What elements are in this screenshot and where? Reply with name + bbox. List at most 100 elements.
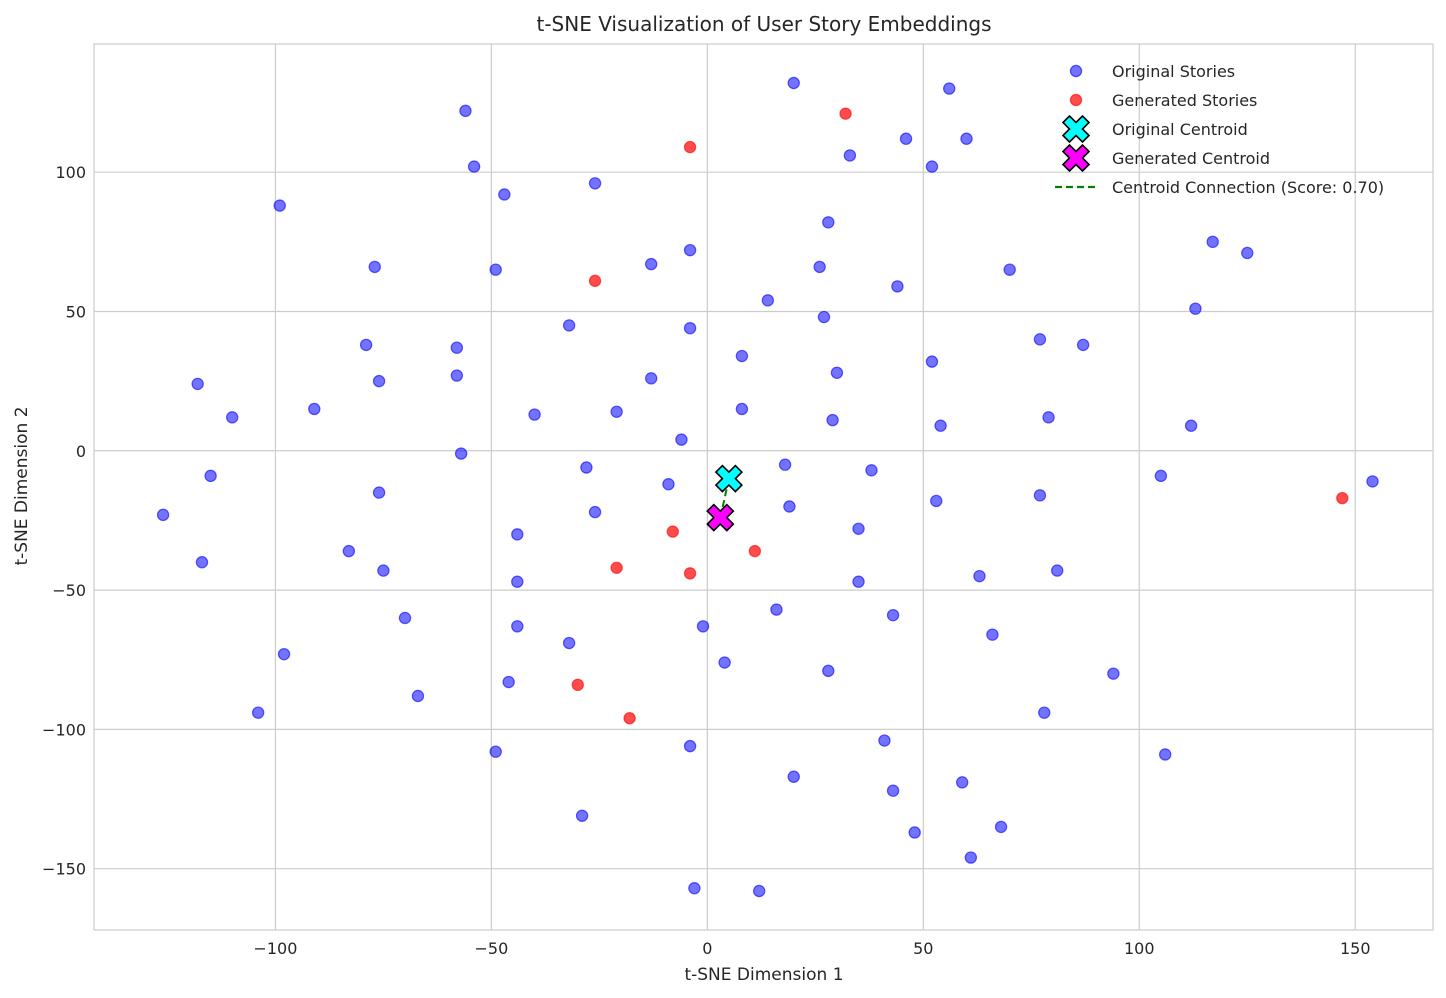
generated-story-point <box>748 544 762 558</box>
y-tick-label: −50 <box>52 581 86 600</box>
original-story-point <box>489 263 502 276</box>
original-story-point <box>575 809 589 822</box>
original-story-point <box>411 689 425 703</box>
generated-story-point <box>683 140 697 154</box>
original-story-point <box>372 486 386 499</box>
legend-marker <box>1069 64 1083 78</box>
original-story-point <box>191 377 204 391</box>
original-story-point <box>822 664 835 678</box>
original-story-point <box>973 569 986 583</box>
generated-story-point <box>1336 491 1349 505</box>
legend-marker <box>1069 93 1083 107</box>
original-story-point <box>1033 333 1047 346</box>
original-story-point <box>752 884 766 898</box>
x-tick-label: 100 <box>1124 939 1155 958</box>
original-story-point <box>1366 475 1379 488</box>
original-story-point <box>1158 748 1172 761</box>
original-story-point <box>822 216 835 229</box>
original-story-point <box>843 149 857 162</box>
original-story-point <box>830 366 844 379</box>
original-story-point <box>787 770 800 783</box>
original-story-point <box>735 402 749 416</box>
original-story-point <box>891 280 904 293</box>
original-story-point <box>528 408 541 421</box>
data-points <box>156 76 1379 898</box>
generated-story-point <box>610 561 623 574</box>
original-story-point <box>886 784 900 797</box>
original-story-point <box>925 355 939 368</box>
original-story-point <box>562 319 576 332</box>
original-story-point <box>852 522 865 535</box>
original-story-point <box>226 411 239 424</box>
generated-story-point <box>588 274 602 288</box>
original-story-point <box>899 132 913 145</box>
original-story-point <box>251 706 265 719</box>
original-story-point <box>1051 564 1064 577</box>
original-story-point <box>377 564 390 577</box>
y-tick-label: 0 <box>76 442 86 461</box>
original-story-point <box>908 826 921 839</box>
original-story-point <box>502 675 515 689</box>
original-story-point <box>1184 419 1198 432</box>
original-story-point <box>156 508 170 522</box>
x-tick-labels: −100 −50 0 50 100 150 <box>253 939 1370 958</box>
original-story-point <box>688 882 701 895</box>
original-story-point <box>610 405 623 418</box>
generated-story-point <box>666 525 679 538</box>
original-centroid-marker <box>714 464 744 493</box>
original-story-point <box>994 820 1008 834</box>
original-story-point <box>580 461 593 474</box>
original-story-point <box>675 433 688 446</box>
original-story-point <box>372 374 386 388</box>
original-story-point <box>1033 489 1047 502</box>
original-story-point <box>696 620 710 633</box>
original-story-point <box>562 636 576 650</box>
x-tick-label: −50 <box>474 939 508 958</box>
x-tick-label: 50 <box>913 939 933 958</box>
original-story-point <box>930 494 943 508</box>
original-story-point <box>450 341 464 354</box>
x-tick-label: 0 <box>702 939 712 958</box>
original-story-point <box>813 260 826 274</box>
legend-label: Original Stories <box>1112 62 1235 81</box>
y-tick-label: −100 <box>42 720 86 739</box>
original-story-point <box>277 647 291 661</box>
y-tick-labels: −150 −100 −50 0 50 100 <box>42 163 86 879</box>
original-story-point <box>1003 263 1016 276</box>
original-story-point <box>204 469 217 483</box>
original-story-point <box>865 464 878 477</box>
original-story-point <box>826 413 839 427</box>
original-story-point <box>450 369 464 382</box>
original-story-point <box>511 575 524 588</box>
original-story-point <box>1038 706 1051 719</box>
original-story-point <box>1042 411 1055 424</box>
original-story-point <box>778 458 792 471</box>
generated-centroid-marker <box>706 503 735 532</box>
x-tick-label: −100 <box>253 939 297 958</box>
legend-label: Original Centroid <box>1112 120 1248 139</box>
generated-story-point <box>571 678 584 692</box>
y-axis-label: t-SNE Dimension 2 <box>12 406 32 565</box>
original-story-point <box>925 160 939 173</box>
y-tick-label: 50 <box>66 302 86 321</box>
x-axis-label: t-SNE Dimension 1 <box>684 965 843 985</box>
original-story-point <box>783 500 796 513</box>
x-tick-label: 150 <box>1340 939 1371 958</box>
original-story-point <box>964 851 978 864</box>
original-story-point <box>1076 338 1090 352</box>
original-story-point <box>1154 469 1168 483</box>
original-story-point <box>852 575 865 588</box>
legend: Original Stories Generated Stories Origina… <box>1055 62 1384 197</box>
original-story-point <box>817 310 831 324</box>
legend-marker <box>1061 143 1091 173</box>
original-story-point <box>735 349 749 363</box>
original-story-point <box>718 656 731 669</box>
chart-title: t-SNE Visualization of User Story Embedd… <box>536 12 991 36</box>
y-tick-label: −150 <box>42 860 86 879</box>
legend-marker <box>1061 114 1091 144</box>
original-story-point <box>398 611 412 625</box>
original-story-point <box>644 372 658 385</box>
original-story-point <box>498 188 511 201</box>
original-story-point <box>273 199 286 212</box>
